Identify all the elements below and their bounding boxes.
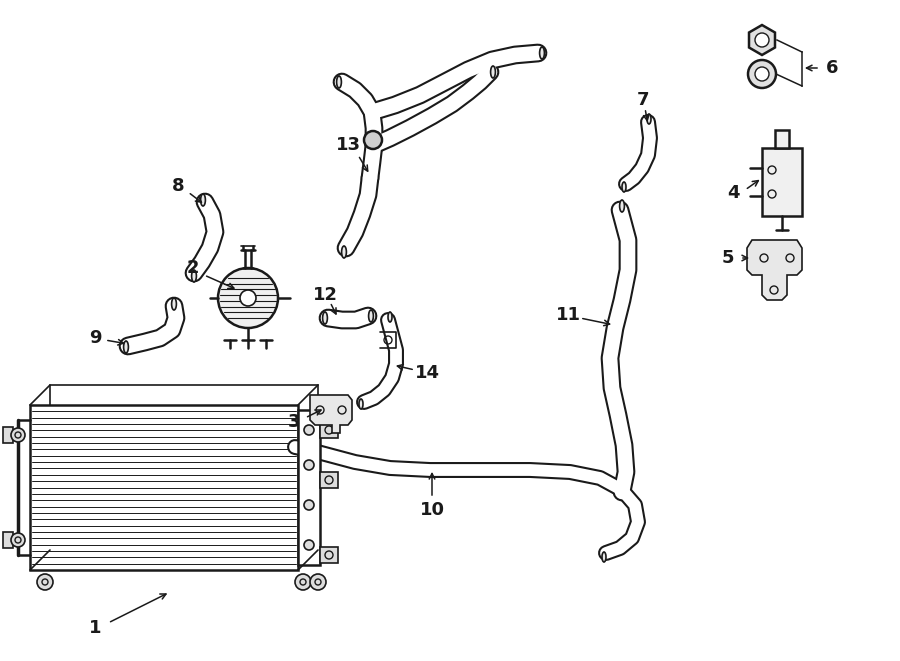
Circle shape <box>364 131 382 149</box>
Circle shape <box>37 574 53 590</box>
Bar <box>775 130 789 148</box>
Bar <box>320 472 338 488</box>
Bar <box>320 422 338 438</box>
Text: 4: 4 <box>727 184 739 202</box>
Circle shape <box>240 290 256 306</box>
Polygon shape <box>30 405 298 570</box>
Circle shape <box>304 460 314 470</box>
Bar <box>320 547 338 563</box>
Ellipse shape <box>322 312 328 324</box>
Text: 8: 8 <box>172 177 184 195</box>
Circle shape <box>218 268 278 328</box>
Ellipse shape <box>491 66 495 78</box>
Ellipse shape <box>337 76 341 88</box>
Circle shape <box>304 540 314 550</box>
Text: 3: 3 <box>288 413 301 431</box>
Ellipse shape <box>359 399 363 409</box>
Ellipse shape <box>622 182 626 192</box>
Text: 6: 6 <box>826 59 838 77</box>
Ellipse shape <box>647 114 651 124</box>
Circle shape <box>310 574 326 590</box>
Text: 7: 7 <box>637 91 649 109</box>
Text: 14: 14 <box>415 364 439 382</box>
Bar <box>3 532 13 548</box>
Circle shape <box>755 33 769 47</box>
Circle shape <box>11 533 25 547</box>
Bar <box>298 410 320 565</box>
Ellipse shape <box>123 341 129 353</box>
Circle shape <box>748 60 776 88</box>
Polygon shape <box>310 395 352 433</box>
Bar <box>3 427 13 443</box>
Ellipse shape <box>342 246 346 258</box>
Circle shape <box>304 500 314 510</box>
Polygon shape <box>747 240 802 300</box>
Ellipse shape <box>602 552 606 562</box>
Text: 5: 5 <box>722 249 734 267</box>
Bar <box>762 148 802 216</box>
Text: 13: 13 <box>336 136 361 154</box>
Text: 12: 12 <box>312 286 338 304</box>
Circle shape <box>304 425 314 435</box>
Ellipse shape <box>201 194 205 206</box>
Ellipse shape <box>172 298 176 310</box>
Circle shape <box>11 428 25 442</box>
Ellipse shape <box>619 200 625 212</box>
Circle shape <box>755 67 769 81</box>
Text: 10: 10 <box>419 501 445 519</box>
Ellipse shape <box>192 270 196 282</box>
Circle shape <box>295 574 311 590</box>
Text: 11: 11 <box>555 306 580 324</box>
Polygon shape <box>749 25 775 55</box>
Text: 9: 9 <box>89 329 101 347</box>
Ellipse shape <box>540 47 544 59</box>
Ellipse shape <box>369 310 374 322</box>
Text: 2: 2 <box>187 259 199 277</box>
Ellipse shape <box>388 312 392 322</box>
Text: 1: 1 <box>89 619 101 637</box>
